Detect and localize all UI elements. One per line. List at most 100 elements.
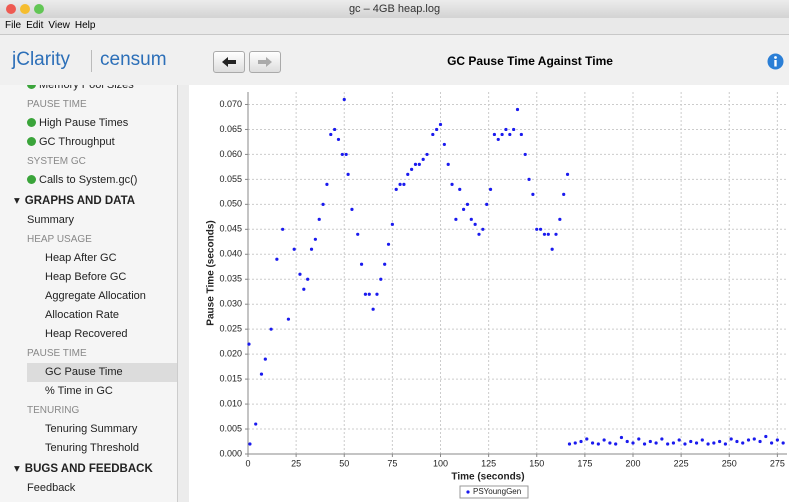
close-button[interactable]	[6, 4, 16, 14]
point	[417, 162, 421, 166]
x-tick-label: 150	[529, 458, 544, 468]
point	[554, 232, 558, 236]
nav-item[interactable]: Heap Before GC	[45, 271, 127, 283]
point	[694, 441, 699, 445]
brand: jClarity	[12, 49, 71, 70]
header: jClarity censum GC Pause Time Against Ti…	[0, 35, 789, 85]
point	[465, 202, 470, 206]
point	[375, 292, 379, 296]
point	[700, 438, 704, 442]
point	[770, 441, 774, 445]
point	[515, 107, 520, 112]
x-tick-label: 175	[577, 458, 592, 468]
section-header: PAUSE TIME	[27, 99, 87, 110]
nav-item[interactable]: Heap Recovered	[45, 328, 128, 340]
point	[462, 207, 466, 211]
point	[398, 182, 402, 186]
nav-item-selected[interactable]: GC Pause Time	[27, 363, 177, 382]
x-tick-label: 25	[291, 458, 301, 468]
product: censum	[100, 49, 167, 70]
point	[356, 232, 360, 236]
point	[608, 441, 612, 445]
point	[263, 357, 267, 361]
nav-item[interactable]: Aggregate Allocation	[45, 290, 146, 302]
point	[329, 132, 333, 137]
point	[585, 437, 589, 441]
y-tick-label: 0.020	[219, 349, 242, 359]
nav-item[interactable]: Feedback	[27, 482, 76, 494]
point	[367, 292, 371, 296]
x-tick-label: 250	[722, 458, 737, 468]
point	[775, 438, 779, 442]
point	[359, 262, 364, 266]
point	[500, 132, 504, 137]
x-tick-label: 225	[674, 458, 689, 468]
point	[619, 435, 624, 440]
forward-button[interactable]	[249, 51, 281, 73]
point	[689, 439, 693, 444]
nav-item[interactable]: Summary	[27, 214, 75, 226]
point	[425, 152, 429, 157]
point	[625, 439, 629, 444]
y-axis-title: Pause Time (seconds)	[206, 220, 217, 325]
point	[527, 177, 531, 181]
group-header[interactable]: GRAPHS AND DATA	[0, 192, 177, 211]
info-button[interactable]	[767, 53, 784, 70]
menu-item[interactable]: Help	[74, 20, 96, 31]
point	[504, 127, 508, 132]
point	[386, 242, 391, 246]
nav-item[interactable]: Tenuring Summary	[45, 423, 138, 435]
nav-item[interactable]: Heap After GC	[45, 252, 117, 264]
x-tick-label: 75	[387, 458, 397, 468]
y-tick-label: 0.070	[219, 99, 242, 109]
point	[752, 437, 756, 441]
y-tick-label: 0.045	[219, 224, 242, 234]
point	[379, 277, 383, 281]
point	[712, 441, 716, 445]
back-button[interactable]	[213, 51, 245, 73]
minimize-button[interactable]	[20, 4, 30, 14]
point	[321, 202, 325, 206]
y-tick-label: 0.060	[219, 149, 242, 159]
x-tick-label: 200	[625, 458, 640, 468]
point	[706, 442, 710, 446]
zoom-button[interactable]	[34, 4, 44, 14]
y-tick-label: 0.055	[219, 174, 242, 184]
point	[496, 137, 500, 142]
point	[383, 262, 387, 266]
point	[248, 442, 252, 446]
point	[602, 438, 606, 442]
point	[562, 192, 566, 196]
point	[450, 182, 454, 186]
point	[435, 127, 439, 132]
nav-item[interactable]: GC Throughput	[0, 133, 177, 152]
point	[741, 441, 745, 445]
point	[431, 132, 435, 137]
nav-item[interactable]: Tenuring Threshold	[45, 442, 139, 454]
y-tick-label: 0.000	[219, 448, 242, 458]
x-tick-label: 100	[433, 458, 448, 468]
x-tick-label: 125	[481, 458, 496, 468]
point	[275, 257, 279, 261]
nav-item[interactable]: Calls to System.gc()	[0, 171, 177, 190]
point	[718, 439, 722, 444]
group-header[interactable]: BUGS AND FEEDBACK	[0, 460, 177, 479]
point	[309, 247, 314, 251]
menu-item[interactable]: Edit	[26, 20, 44, 31]
y-tick-label: 0.030	[219, 299, 242, 309]
point	[402, 182, 406, 186]
menu-item[interactable]: View	[48, 20, 70, 31]
nav-item[interactable]: Memory Pool Sizes	[0, 85, 177, 95]
point	[344, 152, 348, 157]
point	[446, 162, 450, 166]
point	[488, 187, 493, 191]
nav-item[interactable]: % Time in GC	[45, 385, 113, 397]
menu-item[interactable]: File	[5, 20, 22, 31]
point	[340, 152, 344, 157]
x-tick-label: 0	[245, 458, 250, 468]
point	[558, 217, 562, 221]
nav-item[interactable]: Allocation Rate	[45, 309, 119, 321]
scrollbar[interactable]	[177, 85, 189, 502]
nav-item[interactable]: High Pause Times	[0, 114, 177, 133]
